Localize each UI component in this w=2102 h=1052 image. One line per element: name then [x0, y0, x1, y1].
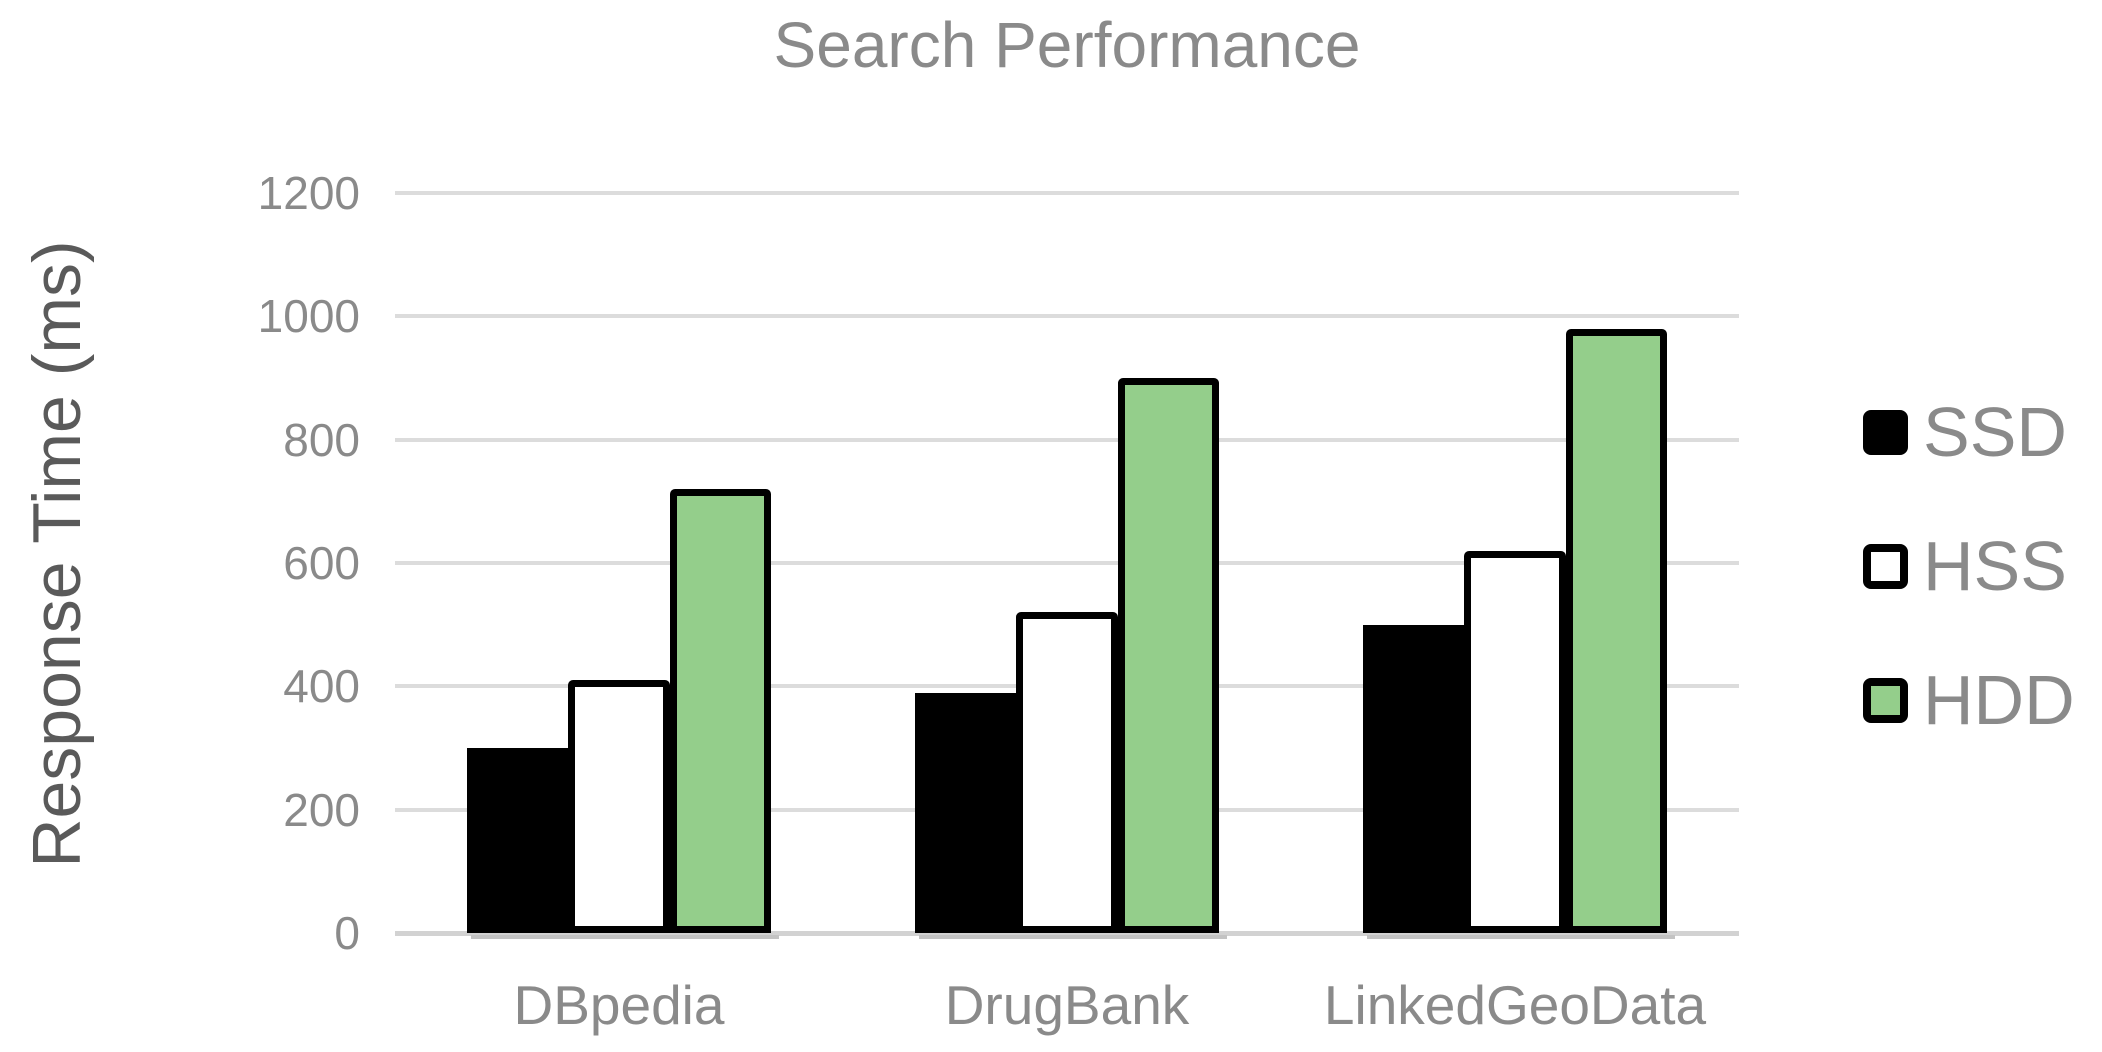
bar-dbpedia-hss — [568, 680, 670, 933]
bar-linkedgeodata-hdd — [1565, 328, 1668, 933]
bar-drugbank-hss — [1016, 612, 1118, 933]
bar-linkedgeodata-ssd — [1362, 624, 1465, 933]
legend-item-hss: HSS — [1863, 526, 2067, 606]
y-tick-label-200: 200 — [283, 783, 360, 836]
y-tick-label-800: 800 — [283, 413, 360, 466]
plot-area — [395, 191, 1739, 939]
y-tick-label-400: 400 — [283, 660, 360, 713]
y-tick-label-1000: 1000 — [257, 290, 360, 343]
legend-swatch-ssd-icon — [1863, 409, 1908, 455]
gridline-600 — [395, 561, 1739, 565]
gridline-1000 — [395, 314, 1739, 319]
bar-drugbank-ssd — [914, 692, 1017, 933]
gridline-1200 — [395, 191, 1739, 195]
y-axis-title: Response Time (ms) — [19, 240, 95, 868]
x-axis-line — [395, 931, 1739, 936]
chart-legend: SSD HSS HDD — [1863, 0, 2102, 1052]
chart-title: Search Performance — [773, 9, 1361, 81]
bar-drugbank-hdd — [1117, 378, 1220, 933]
bar-linkedgeodata-hss — [1464, 550, 1566, 933]
legend-label-hss: HSS — [1923, 527, 2067, 605]
bar-dbpedia-ssd — [466, 748, 569, 933]
y-tick-label-1200: 1200 — [257, 167, 360, 219]
legend-swatch-hdd-icon — [1863, 677, 1908, 723]
gridline-800 — [395, 437, 1739, 442]
y-tick-label-600: 600 — [283, 537, 360, 589]
bar-group-shadow-DrugBank — [918, 935, 1228, 939]
legend-item-ssd: SSD — [1863, 392, 2067, 472]
category-label-linkedgeodata: LinkedGeoData — [1323, 974, 1707, 1036]
legend-label-hdd: HDD — [1923, 661, 2075, 739]
legend-item-hdd: HDD — [1863, 660, 2075, 740]
bar-dbpedia-hdd — [669, 489, 772, 933]
category-label-drugbank: DrugBank — [944, 974, 1190, 1036]
bar-group-shadow-LinkedGeoData — [1366, 935, 1676, 939]
bar-group-shadow-DBpedia — [470, 935, 780, 939]
legend-label-ssd: SSD — [1923, 393, 2067, 471]
category-label-dbpedia: DBpedia — [513, 974, 725, 1036]
legend-swatch-hss-icon — [1863, 543, 1908, 589]
y-tick-label-0: 0 — [334, 907, 360, 959]
